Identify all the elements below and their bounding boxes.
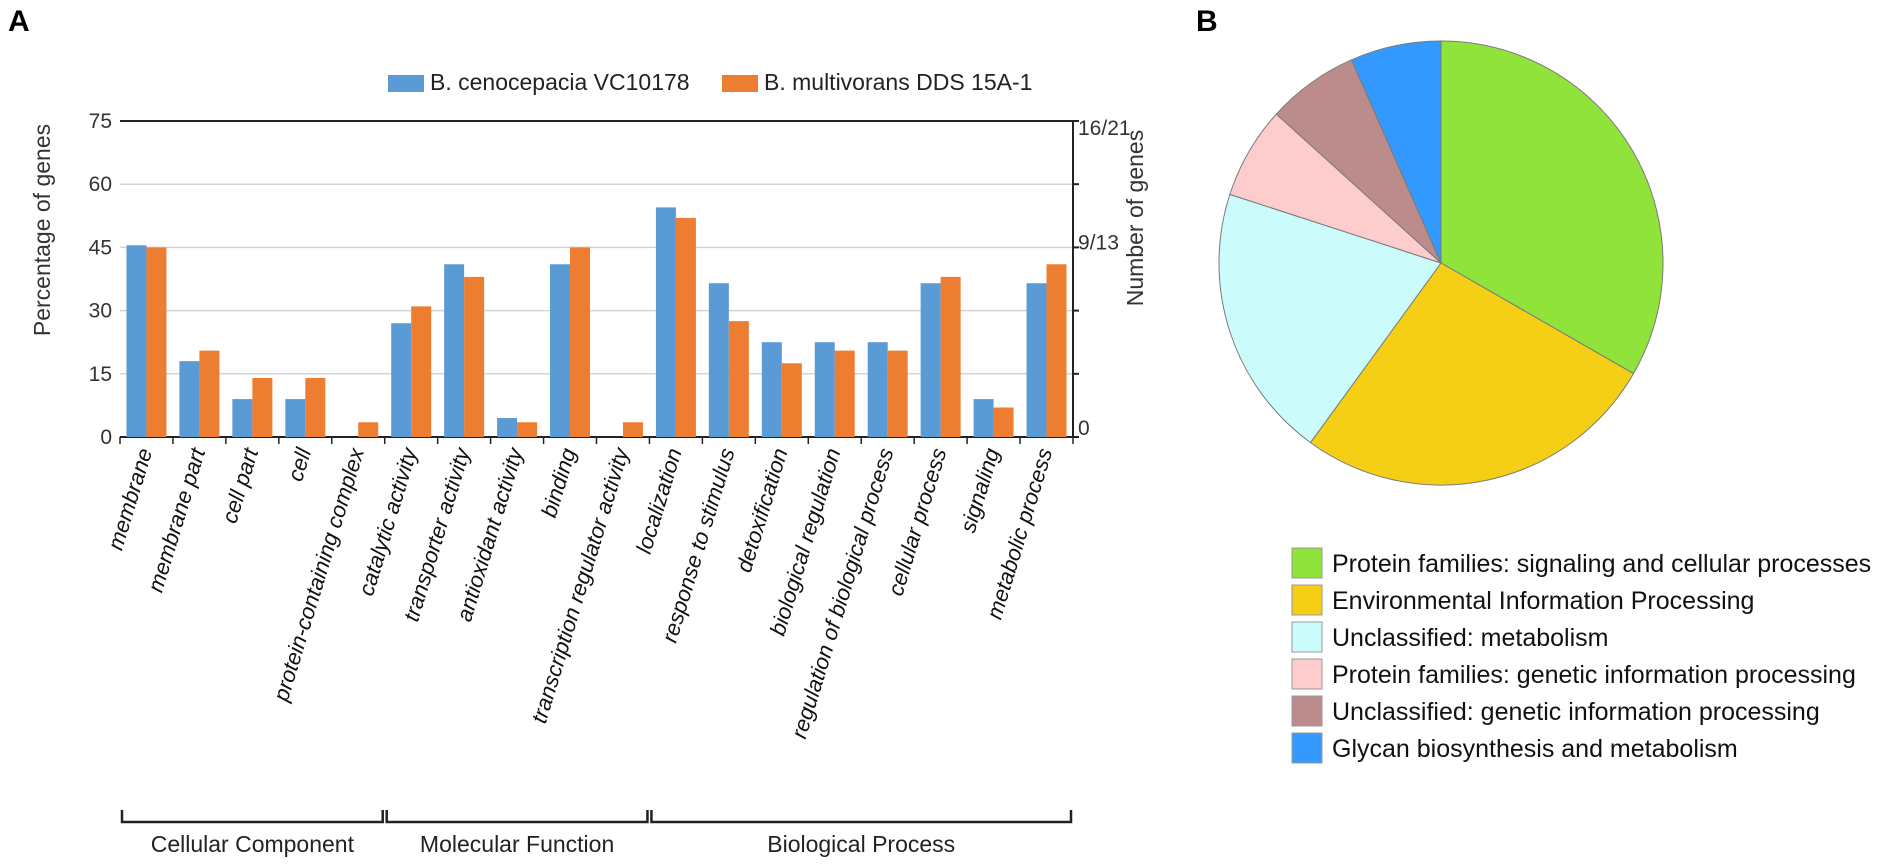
bar-multivorans-7 xyxy=(517,422,538,437)
group-brackets: Cellular Component Molecular Function Biol… xyxy=(120,810,1073,857)
y-tick-label: 75 xyxy=(89,110,112,133)
category-label: cell part xyxy=(217,444,264,526)
group-label: Cellular Component xyxy=(151,831,355,857)
bar-multivorans-0 xyxy=(146,247,167,437)
y-tick-label: 0 xyxy=(100,426,112,449)
category-label: protein-containing complex xyxy=(268,444,369,705)
bar-cenocepacia-17 xyxy=(1026,283,1047,437)
group-label: Biological Process xyxy=(767,831,955,857)
group-bracket xyxy=(650,810,1073,824)
pie-slice-2 xyxy=(1218,193,1442,444)
y-tick-labels: 0 15 30 45 60 75 xyxy=(89,110,112,449)
bar-cenocepacia-7 xyxy=(497,418,518,437)
bar-cenocepacia-6 xyxy=(444,264,465,437)
legend-label-cenocepacia: B. cenocepacia VC10178 xyxy=(430,69,690,95)
y2-tick-label: 16/21 xyxy=(1078,117,1131,140)
pie-legend-swatch-glycan xyxy=(1291,732,1323,764)
pie-slice-5 xyxy=(1350,40,1442,264)
bar-cenocepacia-0 xyxy=(126,245,147,437)
legend-swatch-multivorans xyxy=(722,75,758,92)
bars xyxy=(126,207,1067,437)
pie-legend-label-signaling: Protein families: signaling and cellular… xyxy=(1332,550,1871,578)
bar-legend: B. cenocepacia VC10178 B. multivorans DD… xyxy=(388,69,1032,95)
bar-multivorans-13 xyxy=(834,350,855,437)
category-label: detoxification xyxy=(731,445,792,575)
group-bracket xyxy=(120,810,384,824)
bar-multivorans-11 xyxy=(728,321,749,437)
bar-cenocepacia-5 xyxy=(391,323,412,437)
pie-slices xyxy=(1218,40,1664,486)
bar-cenocepacia-14 xyxy=(867,342,888,437)
legend-label-multivorans: B. multivorans DDS 15A-1 xyxy=(764,69,1032,95)
y2-tick-label: 0 xyxy=(1078,417,1090,440)
pie-legend-label-genetic-info: Protein families: genetic information pr… xyxy=(1332,661,1856,689)
grid-lines xyxy=(120,183,1073,375)
bar-multivorans-16 xyxy=(993,407,1014,437)
legend-swatch-cenocepacia xyxy=(388,75,424,92)
bar-cenocepacia-1 xyxy=(179,361,200,437)
y-axis-title: Percentage of genes xyxy=(29,124,55,336)
bar-multivorans-8 xyxy=(570,247,591,437)
pie-legend-swatch-genetic-info xyxy=(1291,658,1323,690)
category-label: binding xyxy=(536,444,581,520)
bar-multivorans-10 xyxy=(675,217,696,437)
panel-a-label: A xyxy=(8,5,30,38)
pie-legend-swatch-unclassified-genetic xyxy=(1291,695,1323,727)
category-label: membrane xyxy=(103,445,158,553)
category-label: cell xyxy=(283,444,317,484)
panel-b-label: B xyxy=(1196,5,1218,38)
bar-cenocepacia-3 xyxy=(285,399,306,437)
y2-tick-label: 9/13 xyxy=(1078,231,1119,254)
bar-multivorans-3 xyxy=(305,378,326,437)
axes xyxy=(119,120,1079,444)
bar-cenocepacia-2 xyxy=(232,399,253,437)
bar-multivorans-14 xyxy=(887,350,908,437)
pie-legend: Protein families: signaling and cellular… xyxy=(1291,547,1871,764)
y2-axis-title: Number of genes xyxy=(1122,130,1148,306)
pie-legend-label-environmental: Environmental Information Processing xyxy=(1332,587,1754,615)
bar-multivorans-2 xyxy=(252,378,273,437)
group-bracket xyxy=(385,810,649,824)
category-label: regulation of biological process xyxy=(786,445,898,741)
y2-tick-labels: 0 9/13 16/21 xyxy=(1078,117,1131,440)
bar-cenocepacia-13 xyxy=(814,342,835,437)
bar-cenocepacia-11 xyxy=(708,283,729,437)
bar-cenocepacia-8 xyxy=(550,264,571,437)
bar-chart: 0 15 30 45 60 75 0 9/13 16/21 membranemembrane … xyxy=(29,69,1148,857)
pie-slice-1 xyxy=(1309,262,1635,486)
category-label: signaling xyxy=(955,444,1005,535)
pie-legend-swatch-signaling xyxy=(1291,547,1323,579)
bar-multivorans-17 xyxy=(1046,264,1067,437)
bar-multivorans-5 xyxy=(411,306,432,437)
pie-legend-label-unclassified-metabolism: Unclassified: metabolism xyxy=(1332,624,1609,652)
bar-cenocepacia-10 xyxy=(655,207,676,437)
y-tick-label: 30 xyxy=(89,300,112,323)
bar-multivorans-9 xyxy=(622,422,643,437)
bar-cenocepacia-15 xyxy=(920,283,941,437)
pie-chart: Protein families: signaling and cellular… xyxy=(1218,40,1871,764)
group-label: Molecular Function xyxy=(420,831,614,857)
pie-legend-swatch-unclassified-metabolism xyxy=(1291,621,1323,653)
y-tick-label: 15 xyxy=(89,363,112,386)
category-label: transcription regulator activity xyxy=(526,443,634,726)
y-tick-label: 45 xyxy=(89,236,112,259)
bar-multivorans-1 xyxy=(199,350,220,437)
category-label: membrane part xyxy=(143,444,211,595)
bar-multivorans-12 xyxy=(781,363,802,437)
bar-multivorans-6 xyxy=(464,276,485,437)
y-tick-label: 60 xyxy=(89,173,112,196)
pie-legend-label-glycan: Glycan biosynthesis and metabolism xyxy=(1332,735,1738,763)
pie-legend-swatch-environmental xyxy=(1291,584,1323,616)
bar-cenocepacia-16 xyxy=(973,399,994,437)
pie-legend-label-unclassified-genetic: Unclassified: genetic information proces… xyxy=(1332,698,1820,726)
category-label: localization xyxy=(631,445,687,556)
bar-multivorans-15 xyxy=(940,276,961,437)
bar-multivorans-4 xyxy=(358,422,379,437)
pie-slice-0 xyxy=(1440,40,1664,375)
bar-cenocepacia-12 xyxy=(761,342,782,437)
